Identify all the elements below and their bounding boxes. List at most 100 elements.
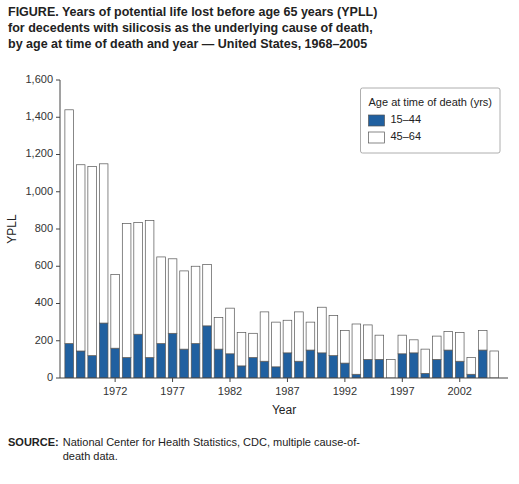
bar-segment <box>260 312 269 361</box>
bar-segment <box>364 359 373 378</box>
x-tick <box>459 378 460 382</box>
bar-segment <box>444 331 453 350</box>
y-tick-label: 1,400 <box>25 110 53 122</box>
y-tick <box>56 229 60 230</box>
bar-segment <box>318 353 327 378</box>
bar-segment <box>272 367 281 378</box>
bar-segment <box>237 366 246 378</box>
x-axis-label: Year <box>272 403 296 417</box>
bar-segment <box>65 344 74 378</box>
bar-segment <box>432 336 441 359</box>
bar-segment <box>283 320 292 353</box>
bar-segment <box>88 356 97 378</box>
source-line: National Center for Health Statistics, C… <box>63 436 360 448</box>
bar-segment <box>490 351 499 378</box>
legend-label: 15–44 <box>391 113 422 125</box>
bar-segment <box>122 358 131 378</box>
y-axis-label: YPLL <box>5 214 19 244</box>
bar-segment <box>329 356 338 378</box>
bar-segment <box>455 361 464 378</box>
bar-segment <box>214 317 223 349</box>
bar-segment <box>306 322 315 350</box>
bar-segment <box>352 324 361 374</box>
bar-segment <box>467 358 476 375</box>
bar-segment <box>111 275 120 349</box>
bar-segment <box>272 322 281 367</box>
bar-segment <box>168 333 177 378</box>
bar-segment <box>134 222 143 334</box>
bar-segment <box>478 350 487 378</box>
bar-segment <box>283 353 292 378</box>
y-tick <box>56 303 60 304</box>
bar-segment <box>398 335 407 354</box>
bar-segment <box>88 167 97 356</box>
bar-segment <box>145 358 154 378</box>
bar-segment <box>65 110 74 344</box>
bar-segment <box>364 325 373 359</box>
bar-segment <box>145 221 154 358</box>
bar-segment <box>191 266 200 343</box>
x-tick-label: 1997 <box>390 385 414 397</box>
y-tick <box>56 378 60 379</box>
bar-segment <box>352 374 361 378</box>
bar-segment <box>478 331 487 351</box>
bar-segment <box>226 308 235 354</box>
title-line: FIGURE. Years of potential life lost bef… <box>8 5 377 19</box>
legend-title: Age at time of death (yrs) <box>369 96 493 108</box>
chart: FIGURE. Years of potential life lost bef… <box>0 0 519 484</box>
bar-segment <box>249 333 258 357</box>
title: FIGURE. Years of potential life lost bef… <box>8 5 377 51</box>
bar-segment <box>203 264 212 325</box>
x-tick-label: 1977 <box>160 385 184 397</box>
bar-segment <box>432 359 441 378</box>
x-tick <box>287 378 288 382</box>
title-line: for decedents with silicosis as the unde… <box>8 21 373 35</box>
bar-segment <box>180 271 189 349</box>
x-tick <box>402 378 403 382</box>
y-tick-label: 1,000 <box>25 185 53 197</box>
bar-segment <box>295 312 304 361</box>
y-tick-label: 1,200 <box>25 147 53 159</box>
bar-segment <box>341 363 350 378</box>
bar-segment <box>455 332 464 361</box>
bar-segment <box>306 350 315 378</box>
x-tick <box>230 378 231 382</box>
x-tick <box>344 378 345 382</box>
legend-swatch <box>369 132 385 143</box>
axes: 02004006008001,0001,2001,4001,6001972197… <box>25 73 508 397</box>
bar-segment <box>111 348 120 378</box>
bar-segment <box>76 165 85 351</box>
source-label: SOURCE: <box>8 436 59 448</box>
bar-segment <box>318 307 327 353</box>
bar-segment <box>444 350 453 378</box>
bar-segment <box>226 354 235 378</box>
bar-segment <box>191 344 200 378</box>
bar-segment <box>249 358 258 378</box>
source-text: National Center for Health Statistics, C… <box>63 436 360 462</box>
bar-segment <box>409 353 418 378</box>
bar-segment <box>398 354 407 378</box>
bar-segment <box>375 335 384 359</box>
bar-segment <box>421 349 430 373</box>
bar-segment <box>387 359 396 378</box>
bar-segment <box>260 361 269 378</box>
bar-segment <box>99 323 108 378</box>
y-tick <box>56 117 60 118</box>
bar-segment <box>237 332 246 366</box>
bar-segment <box>99 164 108 323</box>
bar-segment <box>421 373 430 378</box>
bar-segment <box>157 344 166 378</box>
bar-segment <box>375 359 384 378</box>
bar-segment <box>157 257 166 344</box>
x-tick-label: 1987 <box>275 385 299 397</box>
y-tick <box>56 191 60 192</box>
bar-segment <box>180 349 189 378</box>
y-tick-label: 1,600 <box>25 73 53 85</box>
title-line: by age at time of death and year — Unite… <box>8 37 367 51</box>
bar-segment <box>341 331 350 364</box>
x-tick <box>115 378 116 382</box>
bar-segment <box>203 326 212 378</box>
y-tick <box>56 266 60 267</box>
bar-segment <box>76 351 85 378</box>
x-tick-label: 1972 <box>103 385 127 397</box>
